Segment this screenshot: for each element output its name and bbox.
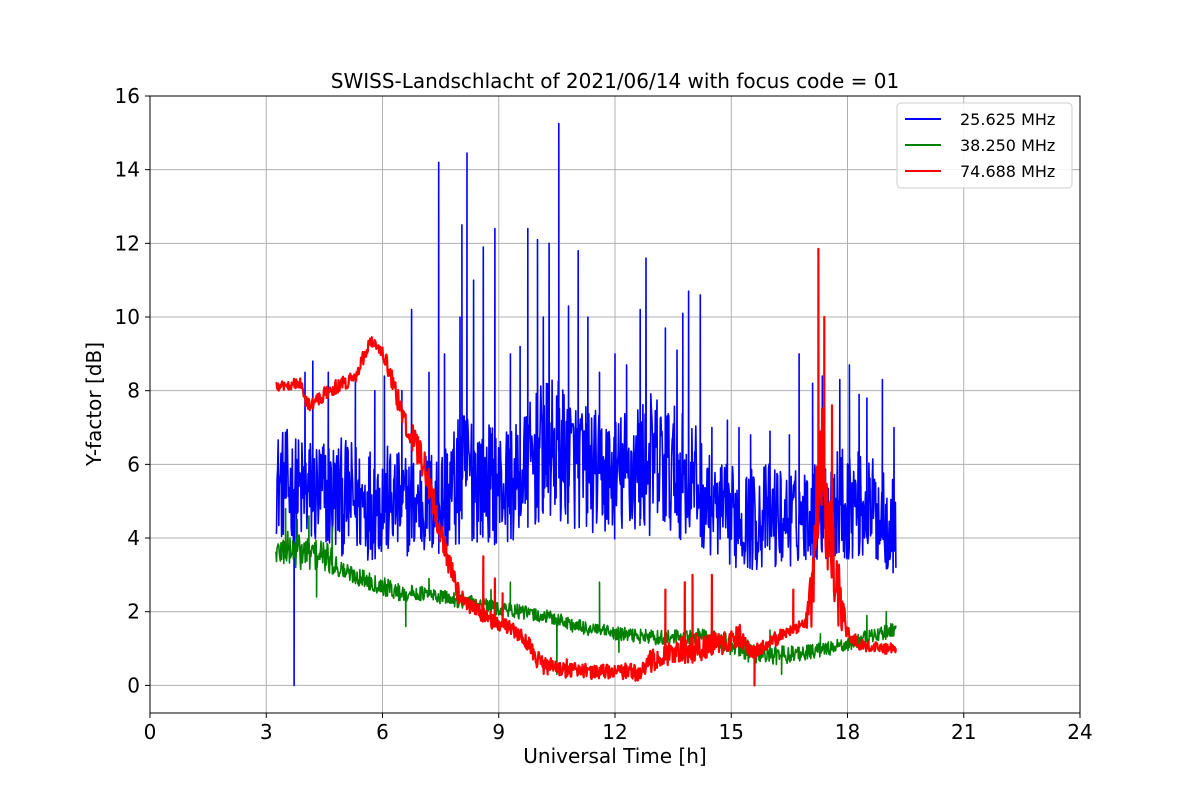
x-tick-label-15: 15: [719, 720, 744, 744]
series-line-25-625-MHz: [275, 122, 897, 687]
x-tick-label-21: 21: [951, 720, 976, 744]
series-line-38-250-MHz: [275, 507, 897, 676]
series-layer: [275, 122, 897, 687]
y-tick-label-8: 8: [127, 379, 140, 403]
x-tick-label-18: 18: [835, 720, 860, 744]
x-axis-label: Universal Time [h]: [523, 744, 706, 768]
x-tick-label-24: 24: [1067, 720, 1092, 744]
x-tick-label-6: 6: [376, 720, 389, 744]
legend-label-38-250: 38.250 MHz: [960, 136, 1055, 155]
legend: 25.625 MHz 38.250 MHz 74.688 MHz: [896, 102, 1073, 189]
x-tick-label-3: 3: [260, 720, 273, 744]
y-tick-label-12: 12: [115, 231, 140, 255]
y-axis-ticks: 0 2 4 6 8 10 12 14 16: [115, 84, 150, 697]
legend-label-25-625: 25.625 MHz: [960, 110, 1055, 129]
series-line-74-688-MHz: [275, 247, 897, 687]
y-axis-label: Y-factor [dB]: [82, 342, 106, 467]
y-tick-label-10: 10: [115, 305, 140, 329]
x-tick-label-0: 0: [144, 720, 157, 744]
y-tick-label-2: 2: [127, 600, 140, 624]
y-tick-label-14: 14: [115, 158, 140, 182]
x-tick-label-9: 9: [492, 720, 505, 744]
legend-label-74-688: 74.688 MHz: [960, 162, 1055, 181]
legend-box: [896, 102, 1073, 189]
y-tick-label-4: 4: [127, 526, 140, 550]
y-tick-label-6: 6: [127, 452, 140, 476]
x-axis-ticks: 0 3 6 9 12 15 18 21 24: [144, 713, 1093, 744]
y-tick-label-0: 0: [127, 673, 140, 697]
y-tick-label-16: 16: [115, 84, 140, 108]
chart-title: SWISS-Landschlacht of 2021/06/14 with fo…: [331, 69, 899, 93]
x-tick-label-12: 12: [602, 720, 627, 744]
